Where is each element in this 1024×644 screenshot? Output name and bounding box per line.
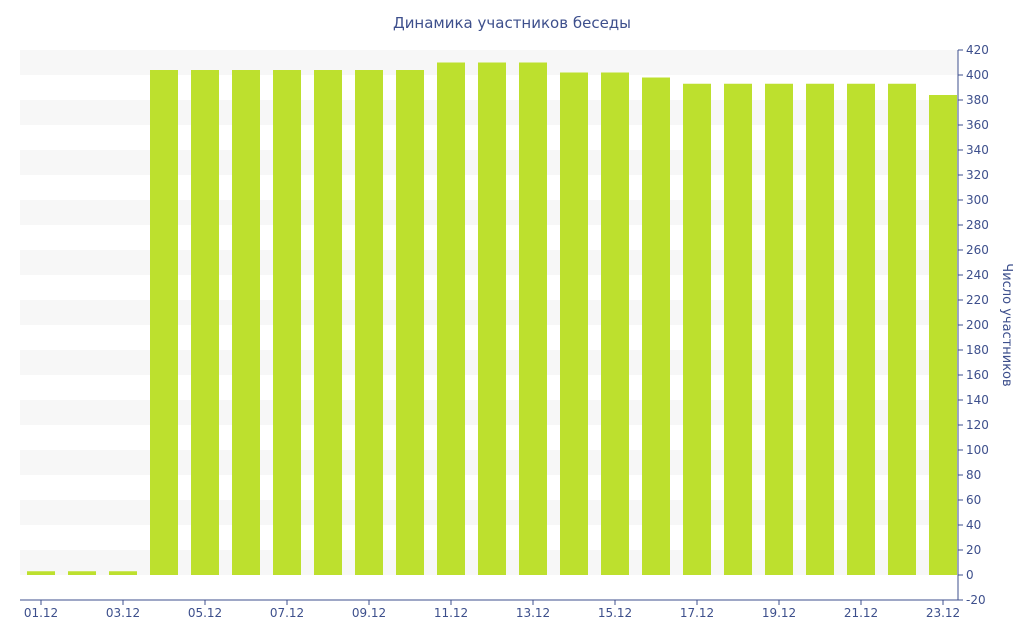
bar-03.12 [109,571,137,575]
y-tick-label: 100 [966,443,989,457]
x-tick-label: 19.12 [762,606,796,620]
y-tick-label: 160 [966,368,989,382]
bar-20.12 [806,83,834,575]
bar-02.12 [68,571,96,575]
x-tick-label: 17.12 [680,606,714,620]
bar-15.12 [601,72,629,575]
y-tick-label: 60 [966,493,981,507]
bar-04.12 [150,70,178,575]
bars-group [27,62,957,575]
y-tick-label: 140 [966,393,989,407]
bar-14.12 [560,72,588,575]
x-tick-label: 21.12 [844,606,878,620]
x-tick-label: 09.12 [352,606,386,620]
y-axis-ticks: -20 0 20 40 60 80 100 120 140 160 180 200 220 240 260 2… [958,43,989,607]
bar-23.12 [929,95,957,575]
bar-06.12 [232,70,260,575]
bar-07.12 [273,70,301,575]
y-tick-label: 200 [966,318,989,332]
bar-01.12 [27,571,55,575]
y-axis-label: Число участников [999,263,1014,386]
x-tick-label: 11.12 [434,606,468,620]
x-tick-label: 07.12 [270,606,304,620]
y-tick-label: 180 [966,343,989,357]
y-tick-label: 20 [966,543,981,557]
y-tick-label: -20 [966,593,986,607]
y-tick-label: 240 [966,268,989,282]
y-tick-label: 420 [966,43,989,57]
x-tick-label: 15.12 [598,606,632,620]
bar-08.12 [314,70,342,575]
x-tick-label: 23.12 [926,606,960,620]
chart-title: Динамика участников беседы [393,14,631,32]
bar-19.12 [765,83,793,575]
bar-09.12 [355,70,383,575]
y-tick-label: 260 [966,243,989,257]
y-tick-label: 220 [966,293,989,307]
y-tick-label: 360 [966,118,989,132]
bar-17.12 [683,83,711,575]
bar-12.12 [478,62,506,575]
x-tick-label: 01.12 [24,606,58,620]
y-tick-label: 340 [966,143,989,157]
x-tick-label: 13.12 [516,606,550,620]
bar-18.12 [724,83,752,575]
y-tick-label: 40 [966,518,981,532]
bar-21.12 [847,83,875,575]
y-tick-label: 320 [966,168,989,182]
x-tick-label: 05.12 [188,606,222,620]
y-tick-label: 400 [966,68,989,82]
y-tick-label: 120 [966,418,989,432]
x-axis-ticks: 01.12 03.12 05.12 07.12 09.12 11.12 13.12 15.12… [24,600,960,620]
x-tick-label: 03.12 [106,606,140,620]
y-tick-label: 300 [966,193,989,207]
bar-22.12 [888,83,916,575]
y-tick-label: 380 [966,93,989,107]
y-tick-label: 0 [966,568,974,582]
bar-05.12 [191,70,219,575]
bar-16.12 [642,77,670,575]
bar-10.12 [396,70,424,575]
bar-13.12 [519,62,547,575]
bar-11.12 [437,62,465,575]
y-tick-label: 80 [966,468,981,482]
y-tick-label: 280 [966,218,989,232]
